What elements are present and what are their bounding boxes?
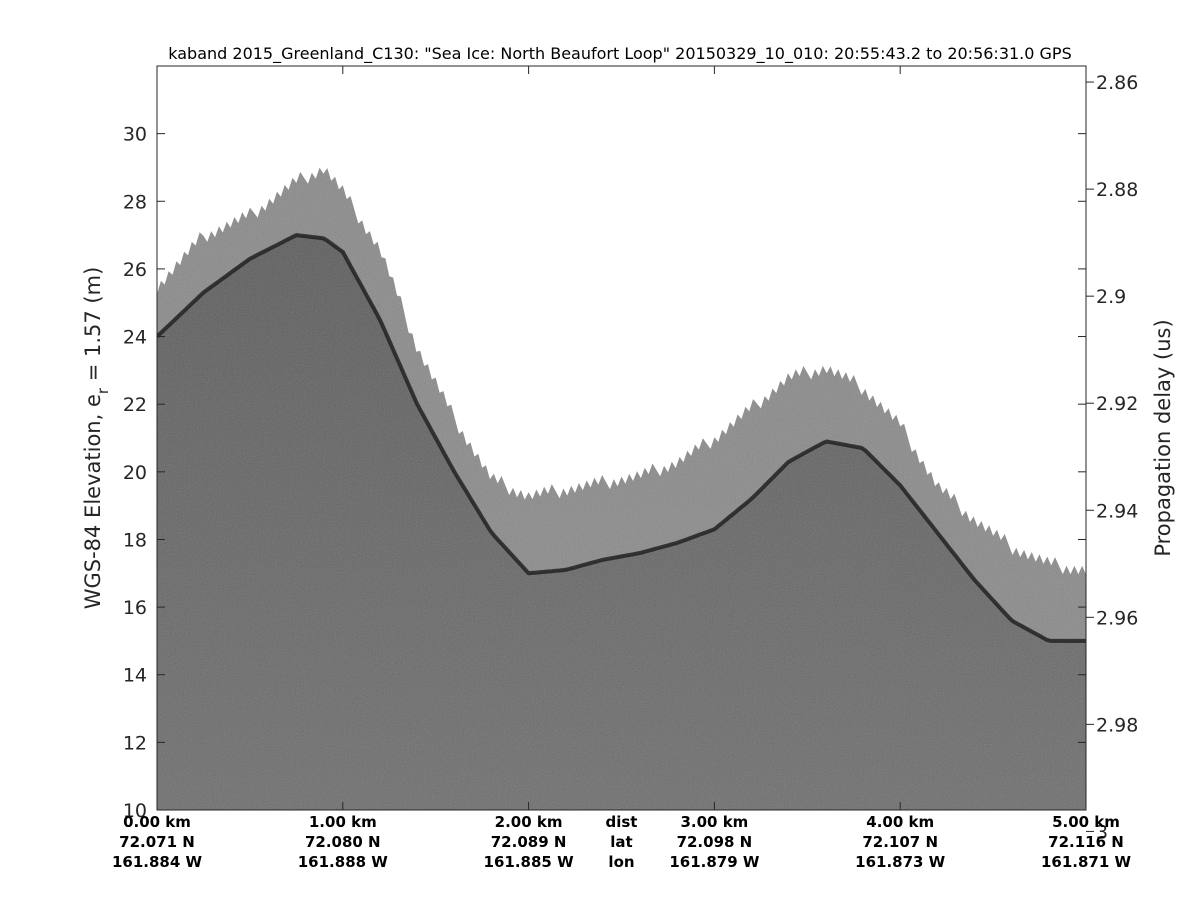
x-lat-label: 72.071 N [119,833,195,851]
y-axis-label-right: Propagation delay (us) [1151,319,1175,556]
right-tick-label: 2.96 [1096,607,1138,629]
x-lon-label: 161.873 W [855,853,946,871]
x-lon-label: 161.871 W [1041,853,1132,871]
left-tick-label: 16 [123,597,147,619]
x-lat-label: 72.107 N [862,833,938,851]
right-tick-label: 2.9 [1096,286,1126,308]
x-lon-label: 161.885 W [484,853,575,871]
left-tick-label: 20 [123,462,147,484]
right-tick-label: 2.86 [1096,72,1138,94]
right-tick-label: 2.88 [1096,179,1138,201]
plot-frame [156,65,1087,811]
x-lat-label: 72.116 N [1048,833,1124,851]
x-axis: 0.00 km 72.071 N 161.884 W 1.00 km 72.080 N 1… [112,66,1132,871]
right-tick-label: 2.94 [1096,500,1138,522]
right-axis: 2.86 2.88 2.9 2.92 2.94 2.96 2.98 3 [1086,72,1138,843]
right-tick-label: 3 [1096,821,1108,843]
x-dist-label: 5.00 km [1052,813,1120,831]
right-tick-label: 2.92 [1096,393,1138,415]
left-tick-label: 30 [123,124,147,146]
x-dist-label: 4.00 km [866,813,934,831]
y-axis-label-rest: = 1.57 (m) [81,267,105,388]
left-tick-label: 28 [123,191,147,213]
plot-area [157,66,1086,810]
left-tick-label: 18 [123,529,147,551]
left-tick-label: 14 [123,665,147,687]
y-axis-label-main: WGS-84 Elevation, e [81,394,105,609]
left-axis: 10 12 14 16 18 20 22 24 26 28 30 [123,124,1086,822]
x-lat-label-header: lat [610,833,632,851]
left-tick-label: 22 [123,394,147,416]
x-lon-label: 161.888 W [298,853,389,871]
x-dist-label: 1.00 km [309,813,377,831]
x-dist-label: 3.00 km [680,813,748,831]
x-dist-label: 2.00 km [495,813,563,831]
x-lat-label: 72.080 N [305,833,381,851]
x-dist-label: 0.00 km [123,813,191,831]
left-tick-label: 12 [123,732,147,754]
left-tick-label: 26 [123,259,147,281]
y-axis-label-subscript: r [94,387,112,394]
x-lon-label-header: lon [608,853,634,871]
x-lat-label: 72.089 N [491,833,567,851]
left-tick-label: 24 [123,327,147,349]
x-lon-label: 161.884 W [112,853,203,871]
x-lon-label: 161.879 W [669,853,760,871]
y-axis-label-left: WGS-84 Elevation, er = 1.57 (m) [81,267,112,610]
surface-return-line [157,233,1086,643]
chart-title: kaband 2015_Greenland_C130: "Sea Ice: No… [168,44,1071,64]
left-tick-label: 10 [123,800,147,822]
right-tick-label: 2.98 [1096,714,1138,736]
x-lat-label: 72.098 N [677,833,753,851]
x-dist-label-header: dist [606,813,638,831]
